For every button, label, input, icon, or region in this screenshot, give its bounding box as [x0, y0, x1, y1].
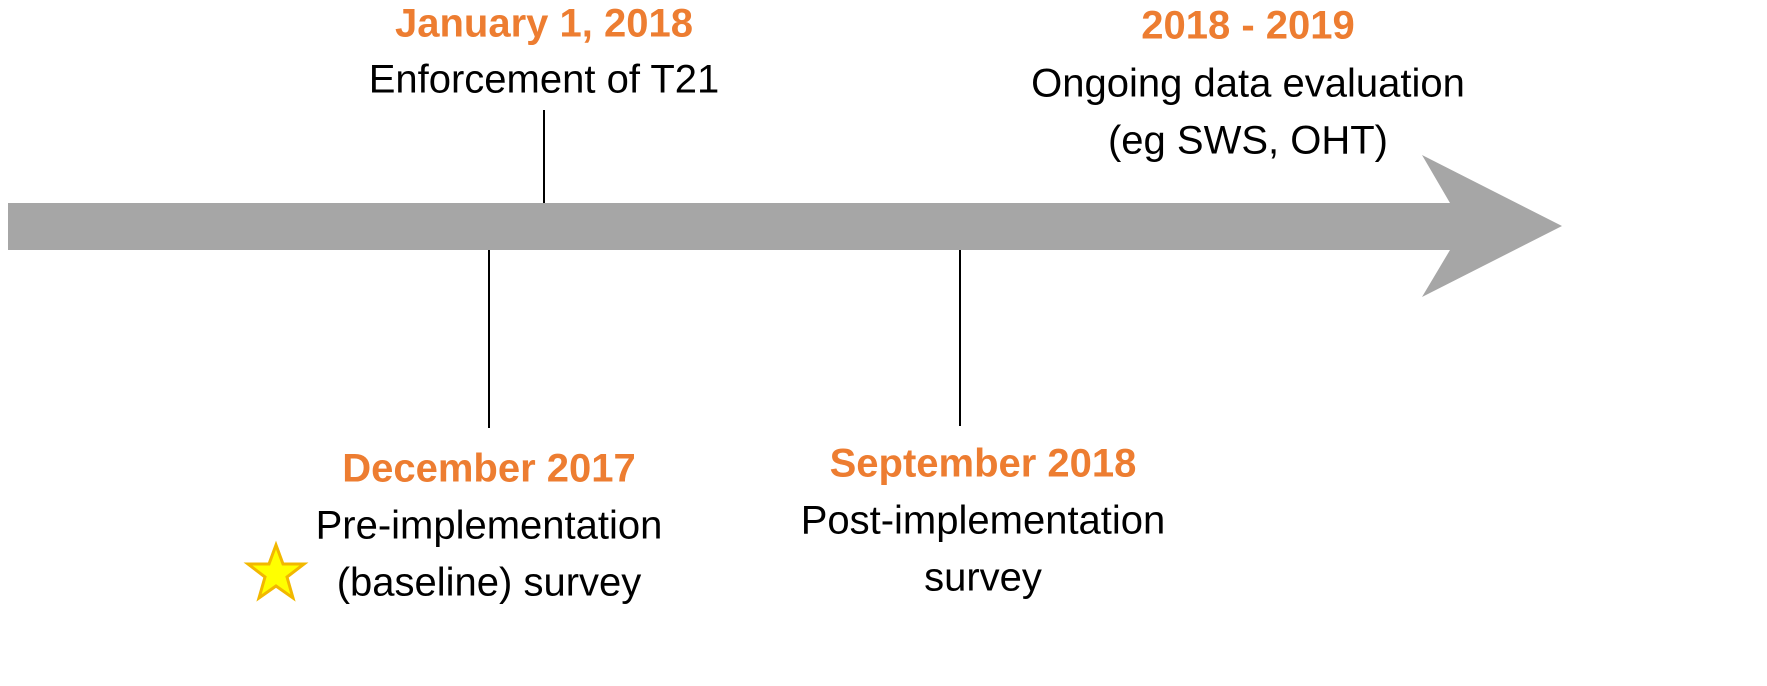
- event-date: 2018 - 2019: [1141, 4, 1355, 48]
- event-date: September 2018: [830, 442, 1137, 486]
- star-icon: [243, 540, 309, 602]
- event-text: Pre-implementation: [316, 504, 663, 548]
- event-date: December 2017: [342, 447, 636, 491]
- event-text: (eg SWS, OHT): [1108, 119, 1388, 163]
- event-text: survey: [924, 556, 1042, 600]
- timeline-arrow: [8, 155, 1562, 297]
- event-text: (baseline) survey: [337, 561, 642, 605]
- event-text: Ongoing data evaluation: [1031, 62, 1465, 106]
- event-text: Enforcement of T21: [369, 58, 720, 102]
- event-text: Post-implementation: [801, 499, 1166, 543]
- event-date: January 1, 2018: [395, 2, 693, 46]
